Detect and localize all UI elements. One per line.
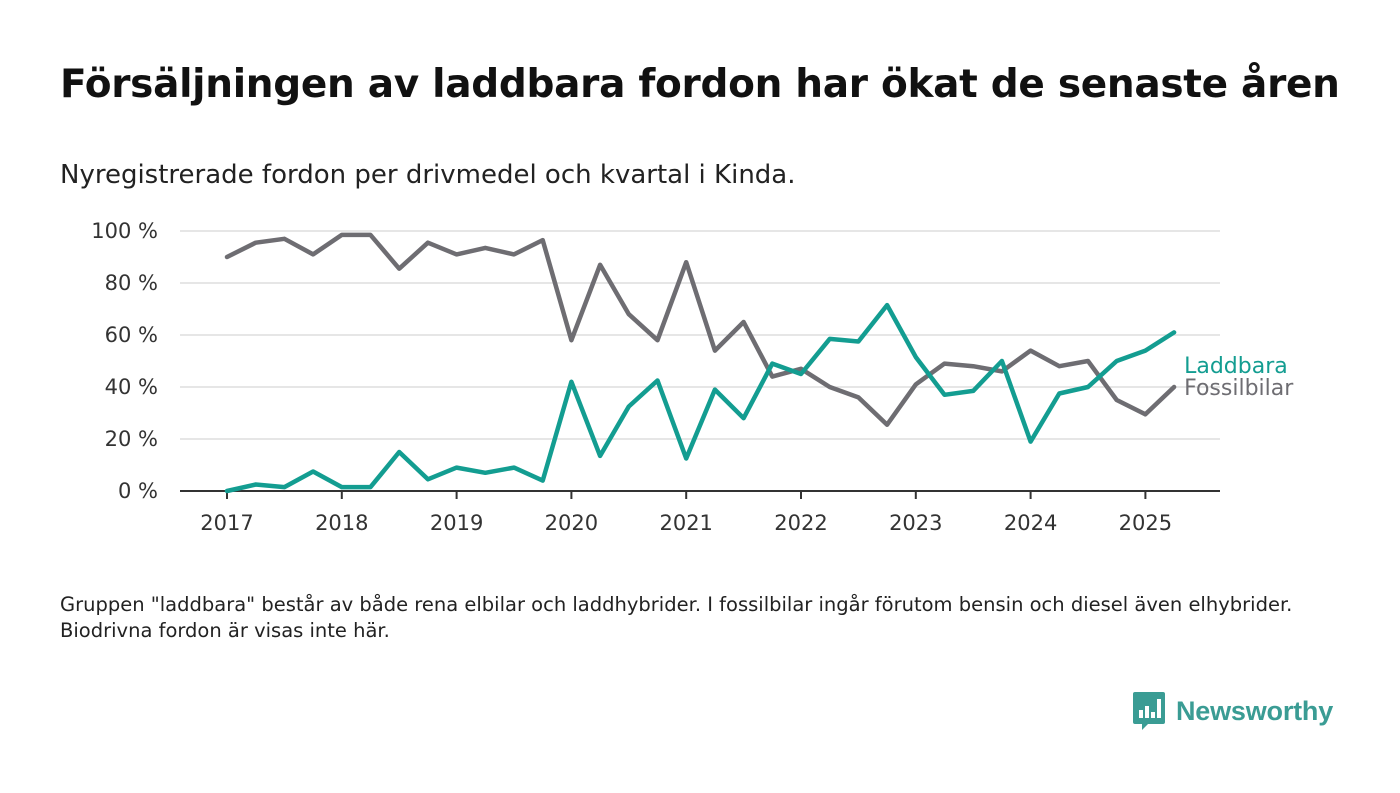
y-tick-label: 80 % <box>105 271 158 295</box>
x-axis: 2017 2018 2019 2020 2021 2022 2023 2024 2025 <box>180 490 1220 535</box>
footnote: Gruppen "laddbara" består av både rena e… <box>60 593 1293 642</box>
y-tick-label: 20 % <box>105 427 158 451</box>
series-label-laddbara: Laddbara <box>1184 354 1288 379</box>
x-tick-label: 2017 <box>200 511 253 535</box>
y-tick-label: 40 % <box>105 375 158 399</box>
series-label-fossilbilar: Fossilbilar <box>1184 376 1294 401</box>
x-tick-label: 2020 <box>545 511 598 535</box>
bar-chart-logo-icon <box>1133 692 1165 730</box>
y-tick-label: 60 % <box>105 323 158 347</box>
series-line-fossilbilar <box>224 232 1177 427</box>
x-tick-label: 2024 <box>1004 511 1057 535</box>
newsworthy-logo[interactable]: Newsworthy <box>1132 690 1333 732</box>
series-lines <box>224 232 1177 494</box>
brand-name: Newsworthy <box>1176 695 1334 726</box>
line-chart: 0 % 20 % 40 % 60 % 80 % 100 % 2017 2018 2019 202… <box>91 219 1294 535</box>
x-tick-label: 2018 <box>315 511 368 535</box>
y-axis: 0 % 20 % 40 % 60 % 80 % 100 % <box>91 219 158 503</box>
x-tick-label: 2023 <box>889 511 942 535</box>
x-tick-label: 2025 <box>1119 511 1172 535</box>
series-line-laddbara <box>224 302 1177 494</box>
x-tick-label: 2022 <box>774 511 827 535</box>
grid-lines <box>180 230 1220 440</box>
y-tick-label: 100 % <box>91 219 158 243</box>
chart-title: Försäljningen av laddbara fordon har öka… <box>60 62 1340 107</box>
x-tick-label: 2019 <box>430 511 483 535</box>
y-tick-label: 0 % <box>118 479 158 503</box>
x-tick-label: 2021 <box>659 511 712 535</box>
chart-subtitle: Nyregistrerade fordon per drivmedel och … <box>60 160 796 190</box>
